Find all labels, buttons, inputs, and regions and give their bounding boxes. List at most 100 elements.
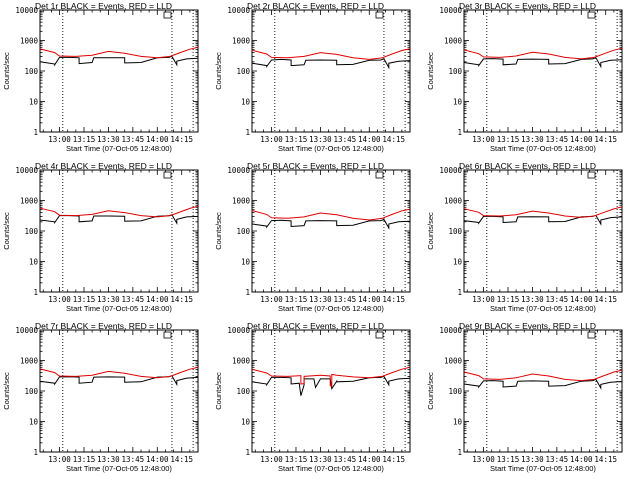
y-tick-label: 1 [245,128,250,137]
x-tick-label: 14:00 [570,135,593,144]
series-line-events [39,214,199,226]
series-line-lld [39,46,199,59]
series-line-lld [251,208,411,221]
y-tick-label: 1 [457,128,462,137]
marker-box [163,331,172,339]
panel-det-5r: Det 5r BLACK = Events, RED = LLD 1 10 100 10… [214,161,411,313]
panel-title: Det 7r BLACK = Events, RED = LLD [35,321,172,331]
y-tick-label: 100 [236,67,250,76]
x-tick-label: 14:00 [146,135,169,144]
y-tick-label: 1000 [232,37,251,46]
panel-title: Det 8r BLACK = Events, RED = LLD [247,321,384,331]
plot-frame [39,329,199,453]
marker-box [587,11,596,19]
marker-box [375,331,384,339]
y-tick-label: 10000 [15,6,38,15]
panel-det-2r: Det 2r BLACK = Events, RED = LLD 1 10 100 10… [214,1,411,153]
x-tick-label: 14:00 [570,455,593,464]
series-line-events [463,57,623,69]
y-tick-label: 100 [448,227,462,236]
x-tick-label: 14:15 [594,455,617,464]
x-axis-label: Start Time (07-Oct-05 12:48:00) [490,304,596,313]
plot-frame [251,9,411,133]
x-tick-label: 13:00 [472,135,495,144]
y-tick-label: 10 [241,258,251,267]
series-line-lld [39,366,199,379]
y-axis-label: Counts/sec [214,52,223,90]
x-tick-label: 13:00 [472,455,495,464]
x-tick-label: 13:15 [73,135,96,144]
y-axis-label: Counts/sec [2,212,11,250]
x-tick-label: 13:45 [122,295,145,304]
y-tick-label: 100 [236,387,250,396]
y-tick-label: 10 [453,258,463,267]
x-axis-label: Start Time (07-Oct-05 12:48:00) [278,464,384,473]
series-line-lld [251,366,411,388]
y-tick-label: 10 [241,418,251,427]
panel-title: Det 5r BLACK = Events, RED = LLD [247,161,384,171]
y-tick-label: 10 [453,98,463,107]
x-tick-label: 13:30 [309,295,332,304]
marker-box [587,171,596,179]
y-tick-label: 1000 [444,197,463,206]
y-tick-label: 10000 [439,166,462,175]
x-tick-label: 14:15 [382,295,405,304]
x-tick-label: 13:45 [546,455,569,464]
marker-box [163,11,172,19]
y-tick-label: 10000 [439,6,462,15]
y-tick-label: 10 [29,258,39,267]
x-axis-label: Start Time (07-Oct-05 12:48:00) [490,464,596,473]
y-tick-label: 100 [24,387,38,396]
series-line-events [251,375,411,396]
y-tick-label: 10000 [227,166,250,175]
x-tick-label: 13:30 [309,455,332,464]
x-tick-label: 14:15 [382,455,405,464]
x-tick-label: 13:00 [472,295,495,304]
x-tick-label: 13:30 [521,135,544,144]
x-tick-label: 13:30 [97,455,120,464]
plot-frame [39,169,199,293]
y-tick-label: 100 [24,227,38,236]
series-line-lld [463,369,623,382]
x-tick-label: 13:15 [285,455,308,464]
x-tick-label: 13:30 [521,295,544,304]
y-axis-label: Counts/sec [426,52,435,90]
x-tick-label: 13:15 [285,135,308,144]
y-tick-label: 1 [33,288,38,297]
y-tick-label: 1 [457,288,462,297]
x-tick-label: 13:30 [97,295,120,304]
y-tick-label: 1000 [232,197,251,206]
x-axis-label: Start Time (07-Oct-05 12:48:00) [490,144,596,153]
x-tick-label: 13:15 [497,135,520,144]
y-tick-label: 10000 [15,326,38,335]
plot-frame [463,9,623,133]
y-tick-label: 1 [245,448,250,457]
y-tick-label: 10 [29,418,39,427]
x-tick-label: 13:15 [73,455,96,464]
plot-frame [39,9,199,133]
y-axis-label: Counts/sec [2,372,11,410]
y-tick-label: 100 [448,387,462,396]
series-line-lld [251,48,411,60]
x-tick-label: 14:00 [146,455,169,464]
y-tick-label: 1 [245,288,250,297]
x-tick-label: 14:00 [358,295,381,304]
y-tick-label: 100 [448,67,462,76]
y-tick-label: 1 [33,448,38,457]
y-axis-label: Counts/sec [2,52,11,90]
plot-frame [251,329,411,453]
panel-det-9r: Det 9r BLACK = Events, RED = LLD 1 10 100 10… [426,321,623,473]
plot-frame [463,329,623,453]
x-tick-label: 14:15 [170,135,193,144]
x-tick-label: 13:45 [334,455,357,464]
x-tick-label: 13:30 [521,455,544,464]
x-tick-label: 13:15 [497,295,520,304]
series-line-events [39,55,199,67]
y-tick-label: 1000 [20,197,39,206]
y-tick-label: 1000 [232,357,251,366]
x-tick-label: 13:00 [260,295,283,304]
plot-frame [251,169,411,293]
panel-title: Det 4r BLACK = Events, RED = LLD [35,161,172,171]
x-tick-label: 13:45 [334,135,357,144]
x-tick-label: 13:15 [73,295,96,304]
